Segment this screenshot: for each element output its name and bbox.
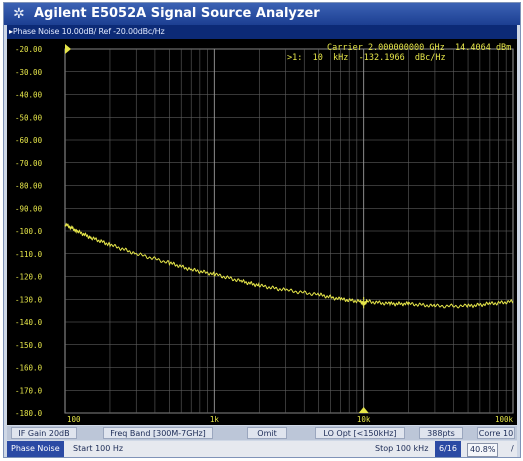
y-tick-label: -60.00	[15, 136, 43, 145]
y-tick-label: -100.0	[15, 227, 43, 236]
x-tick-label: 10k	[357, 415, 371, 424]
y-tick-label: -160.0	[15, 364, 43, 373]
y-tick-label: -70.00	[15, 159, 43, 168]
x-tick-label: 100	[67, 415, 81, 424]
y-tick-label: -20.00	[15, 45, 43, 54]
measurement-screen[interactable]: -20.00 -30.00 -40.00 -50.00 -60.00 -70.00 -80.…	[7, 39, 517, 425]
trace-arrow-icon: ▸	[9, 27, 13, 36]
x-tick-label: 100k	[495, 415, 514, 424]
y-tick-label: -120.0	[15, 273, 43, 282]
marker-readout: >1: 10 kHz -132.1966 dBc/Hz	[287, 53, 446, 63]
freq-band-status[interactable]: Freq Band [300M-7GHz]	[103, 427, 213, 439]
reference-marker-icon	[65, 44, 71, 54]
end-mark: /	[511, 444, 514, 453]
start-frequency[interactable]: Start 100 Hz	[73, 444, 124, 453]
status-bar: IF Gain 20dB Freq Band [300M-7GHz] Omit …	[7, 426, 517, 440]
analyzer-window: ✲ Agilent E5052A Signal Source Analyzer …	[3, 2, 521, 458]
y-tick-label: -170.0	[15, 386, 43, 395]
window-title: Agilent E5052A Signal Source Analyzer	[34, 6, 320, 21]
x-tick-label: 1k	[210, 415, 220, 424]
phase-noise-chart[interactable]: -20.00 -30.00 -40.00 -50.00 -60.00 -70.00 -80.…	[7, 39, 517, 425]
y-tick-label: -80.00	[15, 182, 43, 191]
agilent-spark-icon: ✲	[13, 6, 25, 22]
y-tick-label: -180.0	[15, 409, 43, 418]
omit-status[interactable]: Omit	[247, 427, 287, 439]
points-status[interactable]: 388pts	[419, 427, 463, 439]
y-tick-label: -90.00	[15, 204, 43, 213]
corre-status[interactable]: Corre 10	[477, 427, 515, 439]
mode-indicator[interactable]: Phase Noise	[7, 441, 64, 457]
y-tick-label: -40.00	[15, 91, 43, 100]
carrier-power: 14.4064 dBm	[455, 43, 511, 53]
carrier-label: Carrier 2.000000000 GHz	[327, 43, 445, 53]
y-tick-label: -130.0	[15, 295, 43, 304]
progress-percent: 40.8%	[467, 443, 499, 457]
y-tick-label: -110.0	[15, 250, 43, 259]
bottom-status-bar: Phase Noise Start 100 Hz Stop 100 kHz 6/…	[7, 441, 517, 457]
marker-1-icon	[358, 407, 369, 413]
y-tick-labels: -20.00 -30.00 -40.00 -50.00 -60.00 -70.00 -80.…	[15, 45, 43, 418]
trace-header[interactable]: ▸Phase Noise 10.00dB/ Ref -20.00dBc/Hz	[9, 26, 165, 37]
trace-header-bar	[7, 25, 517, 39]
title-bar: ✲ Agilent E5052A Signal Source Analyzer	[4, 3, 520, 25]
if-gain-status[interactable]: IF Gain 20dB	[11, 427, 77, 439]
x-tick-labels: 100 1k 10k 100k	[67, 415, 513, 424]
trace-line	[64, 222, 514, 309]
chart-grid	[64, 48, 514, 414]
y-tick-label: -150.0	[15, 341, 43, 350]
y-tick-label: -50.00	[15, 113, 43, 122]
lo-opt-status[interactable]: LO Opt [<150kHz]	[315, 427, 405, 439]
trace-header-text: Phase Noise 10.00dB/ Ref -20.00dBc/Hz	[12, 27, 165, 36]
y-tick-label: -30.00	[15, 68, 43, 77]
sweep-progress: 6/16	[435, 441, 461, 457]
stop-frequency[interactable]: Stop 100 kHz	[375, 444, 429, 453]
trace-group	[64, 44, 514, 413]
y-tick-label: -140.0	[15, 318, 43, 327]
